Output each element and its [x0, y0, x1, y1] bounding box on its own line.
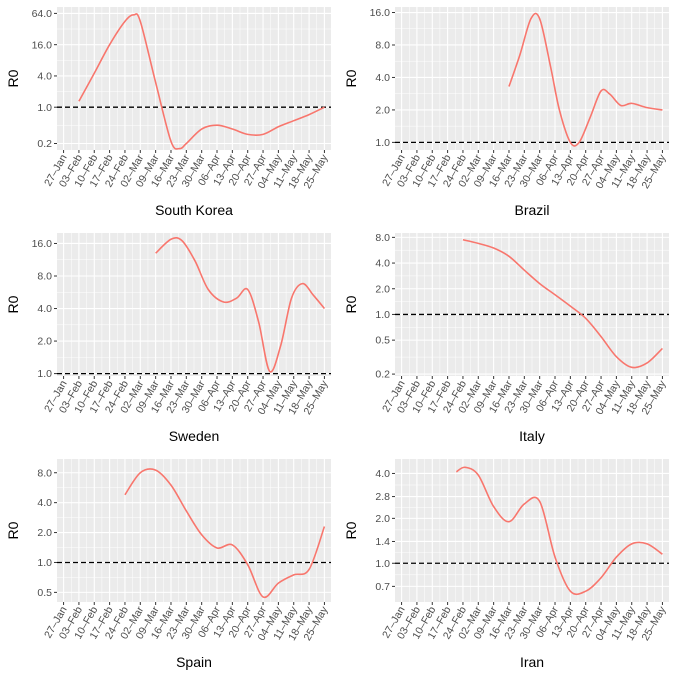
panel-spain: 27–Jan03–Feb10–Feb17–Feb24–Feb02–Mar09–M… — [5, 459, 331, 670]
y-tick-label: 0.7 — [375, 581, 390, 593]
y-tick-label: 8.0 — [37, 467, 52, 479]
y-tick-label: 8.0 — [375, 232, 390, 244]
panel-south-korea: 27–Jan03–Feb10–Feb17–Feb24–Feb02–Mar09–M… — [5, 7, 331, 218]
y-tick-label: 0.2 — [37, 138, 52, 150]
y-tick-label: 1.0 — [37, 557, 52, 569]
y-tick-label: 1.0 — [37, 368, 52, 380]
y-tick-label: 0.2 — [375, 369, 390, 381]
y-tick-label: 1.0 — [37, 102, 52, 114]
y-tick-label: 2.0 — [375, 513, 390, 525]
y-tick-label: 0.5 — [375, 335, 390, 347]
y-tick-label: 4.0 — [37, 71, 52, 83]
y-tick-label: 8.0 — [375, 40, 390, 52]
series-line — [155, 237, 326, 373]
y-tick-label: 2.0 — [375, 283, 390, 295]
panel-iran: 27–Jan03–Feb10–Feb17–Feb24–Feb02–Mar09–M… — [343, 459, 669, 670]
x-axis-title: Spain — [176, 654, 212, 670]
series-line — [462, 238, 663, 369]
y-tick-label: 16.0 — [32, 39, 53, 51]
y-tick-label: 2.0 — [375, 105, 390, 117]
y-tick-label: 16.0 — [370, 7, 391, 19]
series-line — [124, 468, 326, 599]
y-axis-label: R0 — [343, 521, 359, 539]
y-tick-label: 2.0 — [37, 336, 52, 348]
y-tick-label: 64.0 — [32, 8, 53, 20]
y-tick-label: 0.5 — [37, 587, 52, 599]
x-axis-title: South Korea — [155, 202, 233, 218]
y-axis-label: R0 — [5, 521, 21, 539]
series-line — [508, 12, 663, 147]
y-tick-label: 1.0 — [375, 558, 390, 570]
y-tick-label: 8.0 — [37, 271, 52, 283]
y-tick-label: 2.8 — [375, 491, 390, 503]
y-axis-label: R0 — [343, 295, 359, 313]
panel-italy: 27–Jan03–Feb10–Feb17–Feb24–Feb02–Mar09–M… — [343, 232, 669, 444]
panel-sweden: 27–Jan03–Feb10–Feb17–Feb24–Feb02–Mar09–M… — [5, 233, 331, 444]
series-line — [455, 466, 663, 596]
x-axis-title: Italy — [519, 428, 545, 444]
y-tick-label: 1.0 — [375, 309, 390, 321]
y-tick-label: 4.0 — [375, 72, 390, 84]
y-tick-label: 4.0 — [375, 468, 390, 480]
y-tick-label: 2.0 — [37, 527, 52, 539]
y-tick-label: 1.0 — [375, 137, 390, 149]
y-tick-label: 4.0 — [37, 303, 52, 315]
y-tick-label: 16.0 — [32, 238, 53, 250]
x-axis-title: Brazil — [514, 202, 549, 218]
y-tick-label: 4.0 — [375, 258, 390, 270]
panel-brazil: 27–Jan03–Feb10–Feb17–Feb24–Feb02–Mar09–M… — [343, 7, 669, 218]
y-tick-label: 4.0 — [37, 497, 52, 509]
x-axis-title: Sweden — [169, 428, 220, 444]
x-axis-title: Iran — [520, 654, 544, 670]
series-line — [78, 13, 325, 150]
y-tick-label: 1.4 — [375, 536, 390, 548]
y-axis-label: R0 — [5, 69, 21, 87]
y-axis-label: R0 — [343, 69, 359, 87]
y-axis-label: R0 — [5, 295, 21, 313]
